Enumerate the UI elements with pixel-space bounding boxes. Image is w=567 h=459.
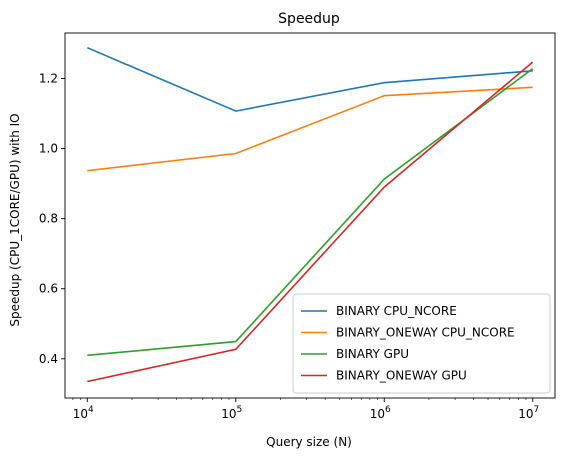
x-tick-label-exponent: 6	[385, 405, 391, 415]
legend-entry-label: BINARY CPU_NCORE	[336, 304, 457, 318]
x-axis-label: Query size (N)	[266, 435, 352, 449]
legend-entry-label: BINARY GPU	[336, 347, 409, 361]
y-tick-label: 1.0	[39, 142, 58, 156]
axes-frame	[64, 32, 556, 399]
legend-box	[292, 293, 551, 394]
x-tick-label-base: 10	[73, 407, 88, 421]
x-tick-label: 105	[221, 405, 242, 421]
x-tick-label-exponent: 4	[88, 405, 94, 415]
legend-entry-label: BINARY_ONEWAY CPU_NCORE	[336, 326, 515, 340]
chart-title: Speedup	[278, 11, 340, 27]
x-tick-label-base: 10	[370, 407, 385, 421]
legend: BINARY CPU_NCORE BINARY_ONEWAY CPU_NCORE B…	[292, 293, 551, 394]
y-tick-label: 0.6	[39, 282, 58, 296]
x-tick-label: 104	[73, 405, 94, 421]
y-tick-label: 1.2	[39, 72, 58, 86]
y-tick-label: 0.4	[39, 352, 58, 366]
x-tick-label-base: 10	[221, 407, 236, 421]
series-line-1	[86, 46, 533, 112]
series-line-2	[87, 86, 533, 172]
y-tick-label: 0.8	[39, 212, 58, 226]
x-tick-label: 107	[518, 405, 539, 421]
x-tick-label: 106	[370, 405, 391, 421]
x-tick-label-base: 10	[518, 407, 533, 421]
series-line-4	[87, 61, 534, 383]
legend-entry-label: BINARY_ONEWAY GPU	[336, 369, 467, 383]
x-tick-label-exponent: 7	[534, 405, 540, 415]
x-tick-label-exponent: 5	[237, 405, 243, 415]
y-axis-label: Speedup (CPU_1CORE/GPU) with IO	[8, 113, 22, 326]
